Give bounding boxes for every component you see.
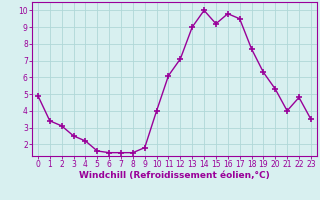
X-axis label: Windchill (Refroidissement éolien,°C): Windchill (Refroidissement éolien,°C) (79, 171, 270, 180)
